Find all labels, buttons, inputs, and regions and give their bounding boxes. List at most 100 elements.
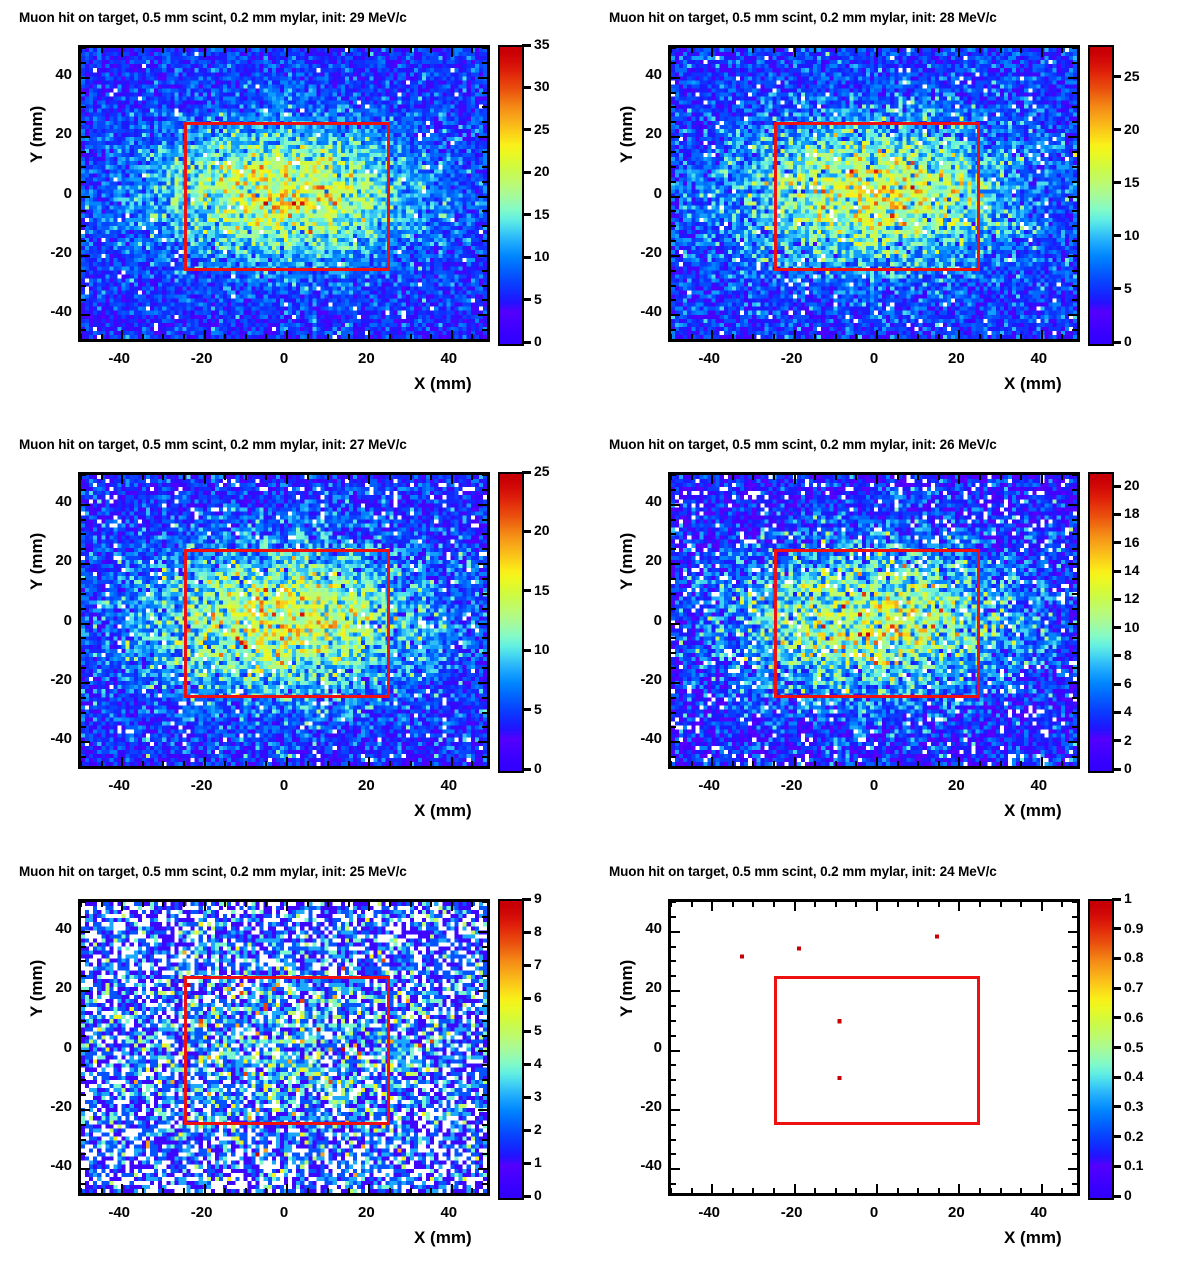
y-tick [671, 329, 676, 332]
color-bar-label: 0 [534, 760, 542, 776]
x-axis-title: X (mm) [414, 801, 472, 820]
x-tick [793, 1184, 796, 1193]
x-tick [834, 1188, 837, 1193]
plot-panel-3: Muon hit on target, 0.5 mm scint, 0.2 mm… [1, 427, 591, 854]
x-tick [306, 1188, 309, 1193]
color-bar-tick [1112, 181, 1121, 185]
y-tick [1072, 518, 1077, 521]
x-tick [389, 902, 391, 907]
y-tick [81, 180, 86, 183]
y-tick [81, 975, 86, 978]
x-tick [100, 475, 103, 480]
x-tick-label: 0 [279, 350, 289, 367]
y-tick [1072, 652, 1077, 655]
x-tick [347, 1188, 350, 1193]
y-tick [81, 225, 86, 228]
x-tick [690, 1188, 693, 1193]
plot-panel-4: Muon hit on target, 0.5 mm scint, 0.2 mm… [591, 427, 1181, 854]
plot-frame [668, 899, 1080, 1196]
color-bar-label: 0.3 [1124, 1097, 1144, 1114]
x-tick [773, 902, 775, 907]
y-tick [671, 225, 676, 228]
color-bar-label: 35 [534, 36, 550, 52]
y-tick [482, 180, 487, 183]
color-bar-gradient [1090, 474, 1112, 771]
y-tick [1072, 696, 1077, 699]
x-tick-label: 40 [440, 777, 458, 794]
color-bar-tick [522, 1029, 531, 1033]
x-tick [121, 1184, 124, 1193]
y-tick [81, 563, 90, 566]
y-tick [482, 269, 487, 272]
x-tick [711, 475, 714, 484]
y-tick-label: 40 [645, 65, 662, 83]
color-bar-label: 5 [534, 700, 542, 717]
x-tick [958, 475, 961, 484]
x-tick [81, 1188, 82, 1193]
y-tick [1072, 1064, 1077, 1067]
x-tick-label: 20 [358, 350, 375, 367]
x-tick [224, 48, 227, 53]
x-tick [100, 761, 103, 766]
color-bar-label: 30 [534, 78, 550, 95]
y-tick [482, 975, 487, 978]
x-tick [958, 902, 961, 911]
roi-rectangle [774, 976, 980, 1125]
y-tick [671, 195, 680, 198]
y-tick [81, 61, 86, 64]
x-tick [958, 757, 961, 766]
y-tick [671, 681, 680, 684]
y-tick [482, 284, 487, 287]
x-tick [162, 475, 165, 480]
x-tick [121, 48, 124, 57]
x-tick [389, 48, 391, 53]
y-tick [482, 652, 487, 655]
x-tick [244, 902, 247, 907]
color-bar-label: 5 [1124, 279, 1132, 296]
color-bar-tick [522, 298, 531, 302]
x-tick-label: -40 [108, 1204, 131, 1221]
x-tick [814, 48, 817, 53]
y-tick [671, 652, 676, 655]
x-tick [896, 761, 899, 766]
y-tick [81, 667, 86, 670]
color-bar-tick [1112, 1194, 1121, 1198]
y-tick [81, 1004, 86, 1007]
x-tick [306, 48, 309, 53]
x-tick [937, 48, 940, 53]
color-bar-tick [522, 708, 531, 712]
y-tick [1072, 269, 1077, 272]
y-tick [482, 577, 487, 580]
x-tick [327, 1188, 330, 1193]
y-tick [1072, 915, 1077, 918]
x-tick-label: -20 [190, 777, 213, 794]
y-tick [81, 210, 86, 213]
x-tick [471, 1188, 474, 1193]
x-tick [752, 48, 755, 53]
x-tick [183, 761, 185, 766]
y-tick [1068, 136, 1077, 139]
y-tick [1072, 548, 1077, 551]
x-tick [100, 334, 103, 339]
y-tick [671, 592, 676, 595]
y-tick [1072, 284, 1077, 287]
y-axis-title: Y (mm) [617, 105, 636, 163]
y-tick [1068, 314, 1077, 317]
color-bar-tick [1112, 1046, 1121, 1049]
y-tick [81, 1079, 86, 1082]
x-tick [1040, 757, 1043, 766]
color-bar-tick [1112, 986, 1121, 990]
y-tick-label: 20 [55, 125, 72, 143]
plot-panel-1: Muon hit on target, 0.5 mm scint, 0.2 mm… [1, 0, 591, 427]
x-tick [286, 757, 288, 766]
x-tick [671, 1188, 672, 1193]
x-tick [814, 475, 817, 480]
y-tick-label: 40 [55, 492, 72, 510]
y-tick [482, 726, 487, 729]
x-tick [81, 902, 82, 907]
x-tick [671, 475, 672, 480]
x-tick [1020, 1188, 1023, 1193]
x-tick-label: 0 [279, 777, 289, 794]
x-tick [286, 48, 288, 57]
